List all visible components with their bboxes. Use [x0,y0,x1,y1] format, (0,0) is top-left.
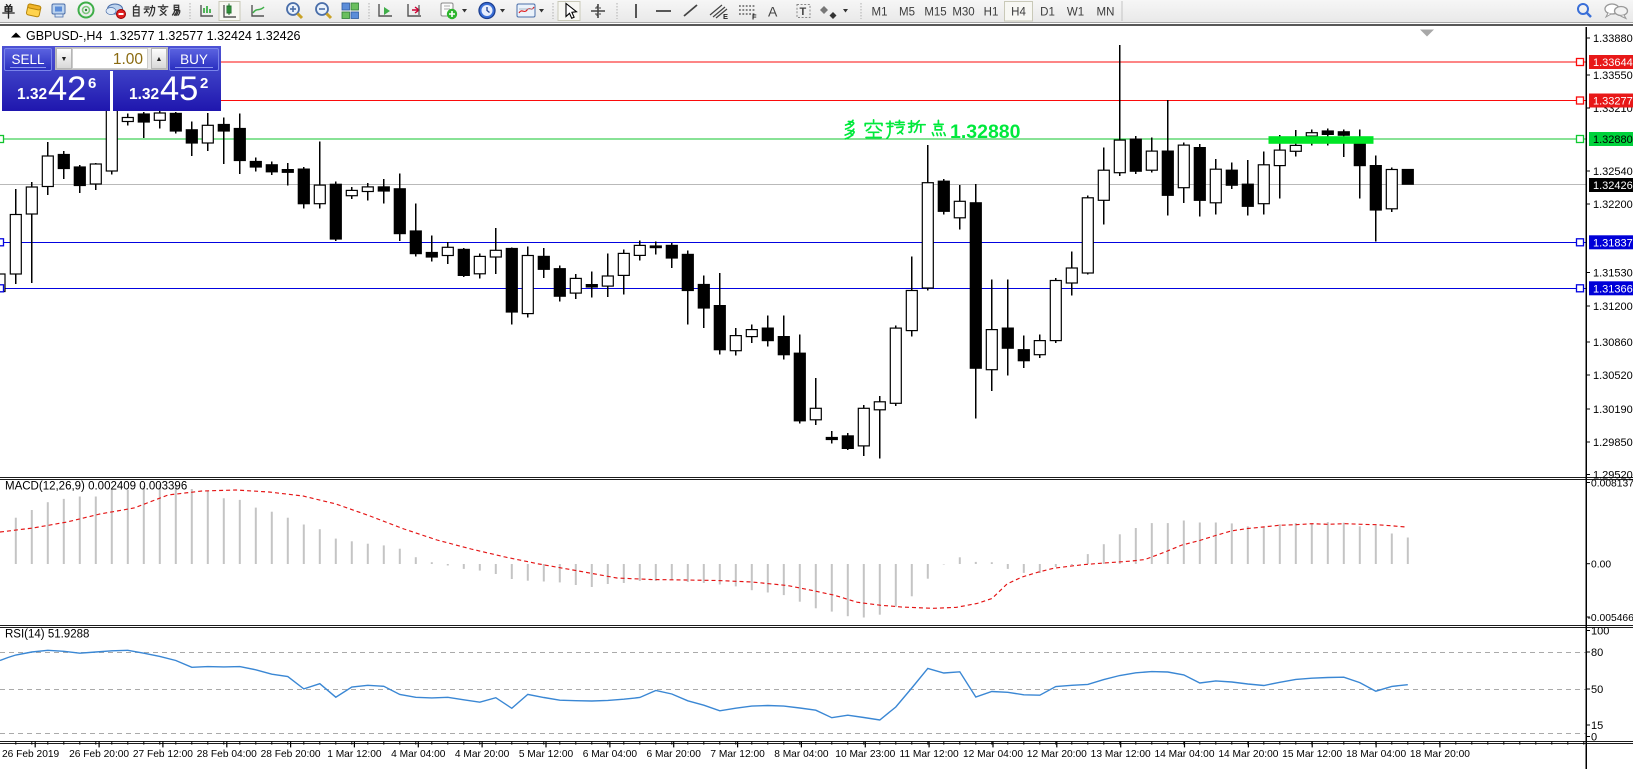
svg-text:26 Feb 20:00: 26 Feb 20:00 [69,749,129,760]
svg-text:A: A [768,4,778,20]
svg-text:10 Mar 23:00: 10 Mar 23:00 [835,749,895,760]
svg-text:18 Mar 20:00: 18 Mar 20:00 [1410,749,1470,760]
svg-text:15 Mar 12:00: 15 Mar 12:00 [1282,749,1342,760]
svg-text:1.29850: 1.29850 [1593,437,1633,449]
svg-text:E: E [723,12,728,21]
svg-text:1.32880: 1.32880 [1593,134,1633,146]
svg-text:12 Mar 20:00: 12 Mar 20:00 [1027,749,1087,760]
svg-text:100: 100 [1591,625,1609,637]
svg-text:1.32540: 1.32540 [1593,166,1633,178]
svg-text:0.00: 0.00 [1591,560,1611,571]
svg-text:6 Mar 04:00: 6 Mar 04:00 [583,749,638,760]
svg-text:M15: M15 [924,7,946,19]
svg-text:-0.005466: -0.005466 [1588,613,1633,624]
svg-text:11 Mar 12:00: 11 Mar 12:00 [899,749,959,760]
svg-text:5 Mar 12:00: 5 Mar 12:00 [519,749,574,760]
svg-text:1.32880: 1.32880 [950,121,1021,143]
svg-text:T: T [800,6,807,18]
svg-text:0: 0 [1591,731,1597,743]
svg-text:M5: M5 [899,7,915,19]
svg-text:26 Feb 2019: 26 Feb 2019 [2,749,60,760]
svg-text:1.32200: 1.32200 [1593,199,1633,211]
svg-text:15: 15 [1591,720,1603,732]
svg-text:4 Mar 20:00: 4 Mar 20:00 [455,749,510,760]
svg-text:28 Feb 20:00: 28 Feb 20:00 [261,749,321,760]
svg-text:F: F [752,13,757,22]
svg-text:27 Feb 12:00: 27 Feb 12:00 [133,749,193,760]
svg-text:1.31200: 1.31200 [1593,301,1633,313]
svg-text:1.30860: 1.30860 [1593,337,1633,349]
svg-text:1.33550: 1.33550 [1593,70,1633,82]
svg-text:28 Feb 04:00: 28 Feb 04:00 [197,749,257,760]
svg-text:1.33277: 1.33277 [1593,96,1633,108]
svg-text:0.008137: 0.008137 [1591,478,1633,489]
svg-text:8 Mar 04:00: 8 Mar 04:00 [774,749,829,760]
svg-text:50: 50 [1591,684,1603,696]
svg-text:1.30520: 1.30520 [1593,370,1633,382]
svg-text:7 Mar 12:00: 7 Mar 12:00 [710,749,765,760]
svg-text:1.29520: 1.29520 [1593,470,1633,482]
svg-text:80: 80 [1591,647,1603,659]
svg-text:4 Mar 04:00: 4 Mar 04:00 [391,749,446,760]
svg-text:MACD(12,26,9) 0.002409 0.00339: MACD(12,26,9) 0.002409 0.003396 [5,481,187,493]
svg-text:1.32426: 1.32426 [1593,180,1633,192]
svg-text:1.30190: 1.30190 [1593,404,1633,416]
svg-text:14 Mar 04:00: 14 Mar 04:00 [1154,749,1214,760]
svg-text:14 Mar 20:00: 14 Mar 20:00 [1218,749,1278,760]
svg-text:6 Mar 20:00: 6 Mar 20:00 [647,749,702,760]
svg-text:1.33644: 1.33644 [1593,57,1633,69]
svg-text:D1: D1 [1040,7,1055,19]
svg-text:H4: H4 [1011,7,1026,19]
svg-text:RSI(14) 51.9288: RSI(14) 51.9288 [5,629,89,641]
svg-text:12 Mar 04:00: 12 Mar 04:00 [963,749,1023,760]
svg-text:13 Mar 12:00: 13 Mar 12:00 [1091,749,1151,760]
svg-text:M30: M30 [952,7,974,19]
svg-text:1.33880: 1.33880 [1593,33,1633,45]
svg-text:18 Mar 04:00: 18 Mar 04:00 [1346,749,1406,760]
svg-text:1 Mar 12:00: 1 Mar 12:00 [327,749,382,760]
svg-text:H1: H1 [984,7,999,19]
svg-text:1.31366: 1.31366 [1593,283,1633,295]
svg-text:M1: M1 [872,7,888,19]
svg-text:1.31837: 1.31837 [1593,237,1633,249]
svg-text:1.31530: 1.31530 [1593,268,1633,280]
svg-text:W1: W1 [1067,7,1084,19]
svg-text:GBPUSD-,H4 1.32577 1.32577 1.: GBPUSD-,H4 1.32577 1.32577 1.32424 1.324… [26,29,301,43]
svg-text:MN: MN [1097,7,1115,19]
